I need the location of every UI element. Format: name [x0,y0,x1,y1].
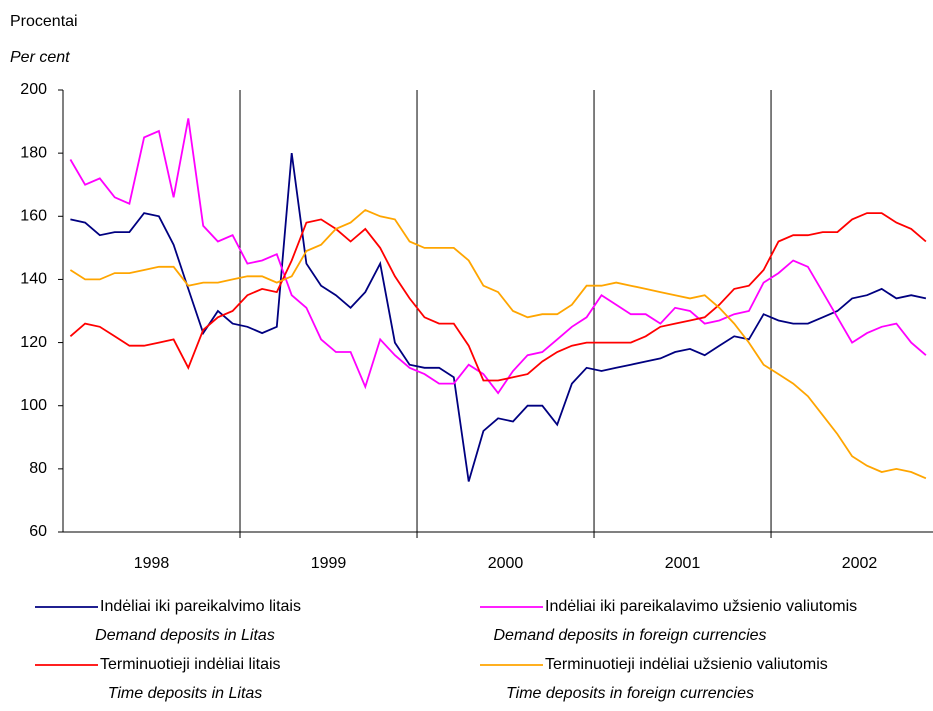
series-line [69,212,927,382]
x-tick-label: 1999 [311,555,347,572]
x-tick-label: 2000 [488,555,524,572]
legend-label: Indėliai iki pareikalavimo užsienio vali… [545,598,857,615]
plot [69,118,927,482]
y-tick-label: 180 [20,144,47,161]
y-tick-label: 120 [20,334,47,351]
legend-label: Terminuotieji indėliai litais [100,656,281,673]
legend-label: Indėliai iki pareikalvimo litais [100,598,301,615]
series-line [70,152,927,482]
y-axis-label: Procentai [10,13,78,30]
y-tick-label: 60 [29,523,47,540]
legend-label-en: Demand deposits in foreign currencies [493,627,766,644]
legend-label: Terminuotieji indėliai užsienio valiutom… [545,656,828,673]
x-tick-label: 1998 [134,555,170,572]
x-tick-label: 2002 [842,555,878,572]
legend-label-en: Time deposits in foreign currencies [506,685,754,702]
legend-label-en: Time deposits in Litas [108,685,263,702]
y-tick-label: 200 [20,81,47,98]
legend-label-en: Demand deposits in Litas [95,627,275,644]
series-line [69,208,927,480]
series-line [69,118,927,395]
y-axis-label-en: Per cent [10,49,70,66]
y-tick-label: 160 [20,208,47,225]
y-tick-label: 140 [20,271,47,288]
y-tick-label: 80 [29,460,47,477]
x-tick-label: 2001 [665,555,701,572]
y-tick-label: 100 [20,397,47,414]
